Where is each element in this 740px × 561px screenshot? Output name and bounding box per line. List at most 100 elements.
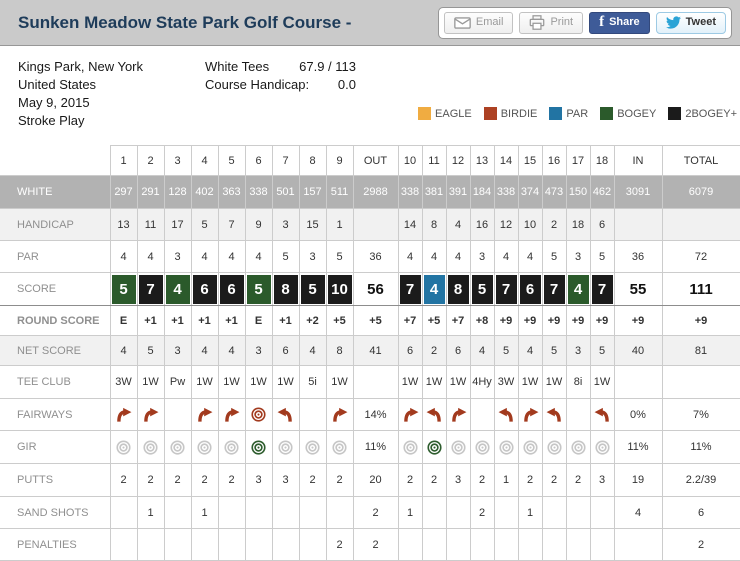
net-score-16: 5 — [541, 335, 567, 366]
penalties-6 — [244, 528, 273, 561]
share-toolbar: Email Print f Share Tweet — [437, 6, 732, 39]
white-3: 128 — [163, 175, 192, 209]
putts-8: 2 — [298, 463, 327, 497]
gir-6 — [244, 430, 273, 464]
col-header-6: 6 — [244, 145, 273, 176]
facebook-share-button[interactable]: f Share — [589, 11, 650, 34]
net-score-10: 6 — [397, 335, 423, 366]
gir-13 — [469, 430, 495, 464]
course-location: Kings Park, New York — [18, 59, 144, 74]
handicap-11: 8 — [421, 208, 447, 241]
white-13: 184 — [469, 175, 495, 209]
sand-shots-row-label: SAND SHOTS — [0, 496, 111, 529]
gir-miss-target-icon — [143, 439, 158, 455]
sand-shots-8 — [298, 496, 327, 529]
score-2: 7 — [136, 272, 165, 306]
course-info: Kings Park, New York United States May 9… — [18, 58, 143, 130]
col-header-9: 9 — [325, 145, 354, 176]
fairways-9 — [325, 398, 354, 431]
table-row-score: SCORE 5 7 4 6 6 5 8 5 10 56 7 4 8 5 7 6 7 4 7 55 111 — [0, 272, 740, 306]
fairway-miss-left-icon — [426, 406, 443, 423]
tee-club-18: 1W — [589, 365, 615, 399]
legend-item-birdie: BIRDIE — [483, 107, 537, 120]
penalties-in — [613, 528, 663, 561]
penalties-4 — [190, 528, 219, 561]
tee-club-total — [661, 365, 740, 399]
col-header-4: 4 — [190, 145, 219, 176]
net-score-3: 3 — [163, 335, 192, 366]
par-12: 4 — [445, 240, 471, 273]
gir-hit-target-icon — [426, 439, 442, 455]
fairways-out: 14% — [352, 398, 399, 431]
score-box-double: 6 — [519, 274, 541, 304]
gir-7 — [271, 430, 300, 464]
handicap-18: 6 — [589, 208, 615, 241]
score-box-double: 8 — [273, 274, 298, 304]
sand-shots-16 — [541, 496, 567, 529]
email-button[interactable]: Email — [443, 11, 514, 34]
fairways-11 — [421, 398, 447, 431]
gir-8 — [298, 430, 327, 464]
white-total: 6079 — [661, 175, 740, 209]
gir-miss-target-icon — [224, 439, 239, 455]
printer-icon — [529, 15, 545, 30]
fairways-17 — [565, 398, 591, 431]
white-4: 402 — [190, 175, 219, 209]
net-score-1: 4 — [109, 335, 138, 366]
fairways-7 — [271, 398, 300, 431]
print-button[interactable]: Print — [519, 11, 584, 34]
handicap-12: 4 — [445, 208, 471, 241]
fairways-4 — [190, 398, 219, 431]
score-15: 6 — [517, 272, 543, 306]
par-5: 4 — [217, 240, 246, 273]
sand-shots-18 — [589, 496, 615, 529]
par-in: 36 — [613, 240, 663, 273]
table-row-gir: GIR 11% 11% 11% — [0, 430, 740, 464]
penalties-1 — [109, 528, 138, 561]
table-row-round-score: ROUND SCORE E +1 +1 +1 +1 E +1 +2 +5 +5 +7 +5 +7 +8 +9 +… — [0, 305, 740, 336]
col-header-out: OUT — [352, 145, 399, 176]
course-handicap-row: Course Handicap: 0.0 — [205, 76, 356, 94]
print-button-label: Print — [550, 16, 574, 28]
sand-shots-in: 4 — [613, 496, 663, 529]
tweet-button-label: Tweet — [685, 16, 716, 28]
tee-club-4: 1W — [190, 365, 219, 399]
sand-shots-12 — [445, 496, 471, 529]
handicap-17: 18 — [565, 208, 591, 241]
white-8: 157 — [298, 175, 327, 209]
round-score-14: +9 — [493, 305, 519, 336]
net-score-18: 5 — [589, 335, 615, 366]
gir-in: 11% — [613, 430, 663, 464]
round-date: May 9, 2015 — [18, 95, 90, 110]
legend-item-2bogey-: 2BOGEY+ — [668, 107, 737, 120]
score-18: 7 — [589, 272, 615, 306]
fairways-1 — [109, 398, 138, 431]
fairway-miss-right-icon — [142, 406, 159, 423]
putts-7: 3 — [271, 463, 300, 497]
fairways-15 — [517, 398, 543, 431]
sand-shots-5 — [217, 496, 246, 529]
round-score-row-label: ROUND SCORE — [0, 305, 111, 336]
fairway-miss-right-icon — [522, 406, 539, 423]
net-score-in: 40 — [613, 335, 663, 366]
round-score-2: +1 — [136, 305, 165, 336]
score-box-double: 7 — [591, 274, 613, 304]
round-score-17: +9 — [565, 305, 591, 336]
penalties-10 — [397, 528, 423, 561]
white-6: 338 — [244, 175, 273, 209]
tweet-button[interactable]: Tweet — [655, 11, 726, 34]
score-summary-value: 56 — [367, 280, 384, 298]
tee-club-out — [352, 365, 399, 399]
net-score-12: 6 — [445, 335, 471, 366]
fairway-miss-right-icon — [402, 406, 419, 423]
par-8: 3 — [298, 240, 327, 273]
score-17: 4 — [565, 272, 591, 306]
tee-club-14: 3W — [493, 365, 519, 399]
par-total: 72 — [661, 240, 740, 273]
white-14: 338 — [493, 175, 519, 209]
fairways-in: 0% — [613, 398, 663, 431]
sand-shots-11 — [421, 496, 447, 529]
par-15: 4 — [517, 240, 543, 273]
gir-miss-target-icon — [594, 439, 610, 455]
col-header-2: 2 — [136, 145, 165, 176]
